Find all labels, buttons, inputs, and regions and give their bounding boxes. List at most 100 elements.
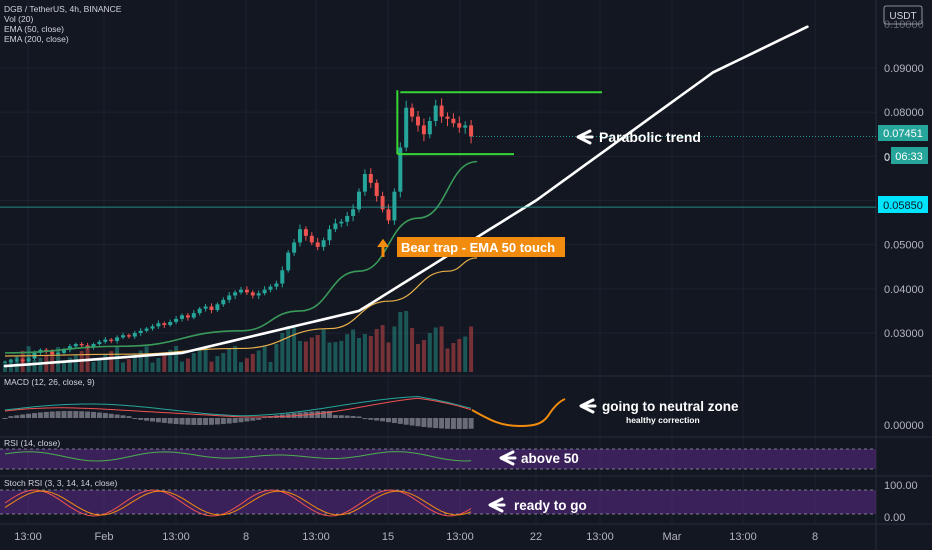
volume-bar <box>191 353 196 372</box>
candle-body <box>56 352 61 355</box>
countdown-text: 06:33 <box>895 151 923 163</box>
time-tick-label: 15 <box>382 531 394 543</box>
candle-body <box>250 292 255 296</box>
currency-badge-text: USDT <box>889 11 916 22</box>
macd-histogram-bar <box>468 418 474 429</box>
macd-projection-curve[interactable] <box>471 398 566 428</box>
macd-histogram-bar <box>403 418 409 425</box>
parabolic-trend-line[interactable] <box>3 25 809 368</box>
macd-histogram-bar <box>427 418 433 428</box>
volume-bar <box>445 348 450 372</box>
macd-histogram-bar <box>67 411 73 418</box>
chart-legend: DGB / TetherUS, 4h, BINANCE Vol (20) EMA… <box>4 4 121 44</box>
candle-body <box>227 295 232 300</box>
time-tick-label: 22 <box>530 531 542 543</box>
macd-pane <box>2 395 474 429</box>
volume-bar <box>427 333 432 372</box>
volume-bar <box>132 353 137 372</box>
neutral-zone-label[interactable]: going to neutral zone <box>602 399 739 414</box>
macd-legend[interactable]: MACD (12, 26, close, 9) <box>4 377 95 387</box>
indicator-ema-200[interactable]: EMA (200, close) <box>4 34 69 44</box>
candle-body <box>215 304 220 311</box>
time-tick-label: 13:00 <box>729 531 757 543</box>
macd-histogram-bar <box>250 418 256 421</box>
indicator-ema-50[interactable]: EMA (50, close) <box>4 24 64 34</box>
macd-histogram-bar <box>167 418 173 424</box>
rsi-note-label[interactable]: above 50 <box>521 451 579 466</box>
volume-bar <box>345 334 350 372</box>
candle-body <box>197 308 202 314</box>
macd-histogram-bar <box>456 418 462 429</box>
macd-histogram-bar <box>91 411 96 418</box>
currency-badge[interactable] <box>883 5 923 25</box>
candle-body <box>168 321 173 326</box>
volume-bar <box>439 326 444 372</box>
candle-body <box>286 252 291 271</box>
volume-bar <box>109 351 114 372</box>
candle-body <box>386 209 391 221</box>
up-arrow-icon <box>377 238 389 257</box>
candle-body <box>327 229 332 241</box>
left-arrow-icon <box>576 129 594 145</box>
macd-histogram-bar <box>421 418 427 427</box>
macd-histogram-bar <box>332 415 338 418</box>
macd-histogram-bar <box>226 418 232 424</box>
macd-histogram-bar <box>37 412 43 418</box>
volume-bar <box>421 340 426 372</box>
bear-trap-label-bg <box>397 237 565 257</box>
macd-histogram-bar <box>126 416 132 418</box>
candles <box>3 98 474 364</box>
macd-histogram-bar <box>450 418 456 429</box>
macd-histogram-bar <box>14 415 20 418</box>
macd-histogram-bar <box>108 413 114 418</box>
volume-bar <box>62 361 66 372</box>
candle-body <box>203 306 208 309</box>
candle-body <box>180 315 184 319</box>
volume-bar <box>339 340 344 372</box>
volume-bar <box>180 361 184 372</box>
candle-body <box>469 125 474 137</box>
candle-body <box>345 215 350 222</box>
volume-bar <box>91 361 96 372</box>
macd-histogram-bar <box>49 411 55 418</box>
macd-histogram-bar <box>415 418 421 427</box>
macd-histogram-bar <box>391 418 397 424</box>
volume-bar <box>416 344 420 372</box>
bear-trap-label[interactable]: Bear trap - EMA 50 touch <box>401 240 555 255</box>
volume-bar <box>103 354 108 372</box>
volume-bar <box>392 326 397 372</box>
time-tick-label: Mar <box>663 531 682 543</box>
candle-body <box>362 174 367 192</box>
stoch-legend[interactable]: Stoch RSI (3, 3, 14, 14, close) <box>4 478 118 488</box>
volume-bar <box>451 343 456 372</box>
time-axis[interactable]: 13:00 Feb 13:00 8 13:00 15 13:00 22 13:00 Mar 13:0… <box>14 531 818 543</box>
volume-bar <box>463 336 468 372</box>
macd-histogram-bar <box>138 418 144 420</box>
macd-histogram-bar <box>327 411 332 418</box>
macd-histogram-bar <box>462 418 468 429</box>
macd-histogram-bar <box>55 411 61 418</box>
symbol-line[interactable]: DGB / TetherUS, 4h, BINANCE <box>4 4 122 14</box>
candle-body <box>339 221 344 224</box>
parabolic-trend-label[interactable]: Parabolic trend <box>599 129 701 145</box>
macd-histogram-bar <box>433 418 439 429</box>
candle-body <box>150 326 155 329</box>
time-tick-label: 13:00 <box>446 531 474 543</box>
indicator-volume[interactable]: Vol (20) <box>4 14 34 24</box>
candle-body <box>20 359 25 362</box>
volume-bar <box>315 335 320 372</box>
stoch-note-label[interactable]: ready to go <box>514 498 587 513</box>
macd-histogram-bar <box>26 413 32 418</box>
macd-histogram-bar <box>197 418 203 425</box>
volume-bar <box>286 326 291 372</box>
volume-bar <box>380 325 385 372</box>
countdown-prefix: 0 <box>884 152 890 164</box>
candle-body <box>392 191 397 221</box>
candle-body <box>303 229 308 236</box>
volume-bar <box>56 347 61 372</box>
rsi-legend[interactable]: RSI (14, close) <box>4 438 60 448</box>
volume-bar <box>97 358 102 372</box>
macd-histogram-bar <box>179 418 185 425</box>
macd-histogram-bar <box>209 418 214 425</box>
